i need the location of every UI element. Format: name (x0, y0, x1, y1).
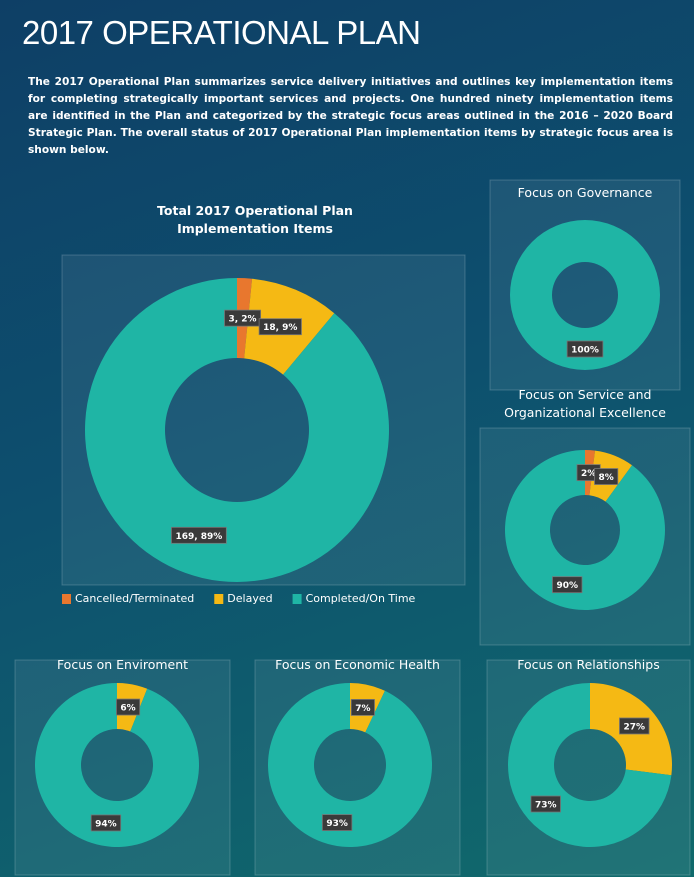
data-label-box (258, 318, 302, 336)
data-label: 3, 2% (228, 315, 256, 325)
data-label-box (619, 717, 650, 735)
data-label-box (566, 340, 604, 358)
chart-title: Focus on Governance (517, 185, 653, 200)
data-label-box (552, 576, 583, 594)
data-label-box (350, 699, 375, 716)
legend-swatch (214, 594, 224, 604)
chart-title: Total 2017 Operational Plan Implementati… (157, 203, 353, 236)
chart-title: Focus on Service and Organizational Exce… (504, 387, 666, 420)
donut-slice (35, 683, 200, 847)
legend-label: Delayed (227, 592, 272, 605)
data-label: 169, 89% (175, 532, 222, 542)
data-label: 27% (623, 722, 645, 732)
donut-slice (267, 683, 432, 848)
data-label: 8% (599, 473, 614, 483)
data-label-box (90, 814, 122, 832)
data-label: 73% (535, 801, 557, 811)
chart-title: Focus on Relationships (517, 657, 660, 672)
donut-slice (510, 220, 660, 370)
data-label-box (116, 698, 141, 716)
page-title: 2017 OPERATIONAL PLAN (22, 14, 421, 51)
data-label: 2% (581, 469, 596, 479)
data-label-box (321, 814, 353, 831)
data-label-box (224, 309, 262, 327)
data-label: 94% (95, 819, 117, 829)
data-label: 7% (355, 704, 370, 714)
data-label-box (171, 526, 227, 544)
data-label: 90% (556, 581, 578, 591)
data-label: 18, 9% (263, 323, 297, 333)
data-label-box (530, 795, 561, 813)
legend-label: Completed/On Time (306, 592, 416, 605)
legend-label: Cancelled/Terminated (75, 592, 194, 605)
donut-slice (505, 450, 665, 610)
donut-slice (84, 278, 390, 582)
data-label: 93% (326, 819, 348, 829)
data-label: 6% (120, 704, 135, 714)
data-label-box (594, 468, 619, 485)
intro-text: The 2017 Operational Plan summarizes ser… (28, 76, 673, 156)
chart-title: Focus on Economic Health (275, 657, 440, 672)
chart-title: Focus on Enviroment (56, 657, 189, 672)
legend-swatch (292, 594, 302, 604)
legend-swatch (62, 594, 71, 604)
data-label: 100% (571, 346, 599, 356)
